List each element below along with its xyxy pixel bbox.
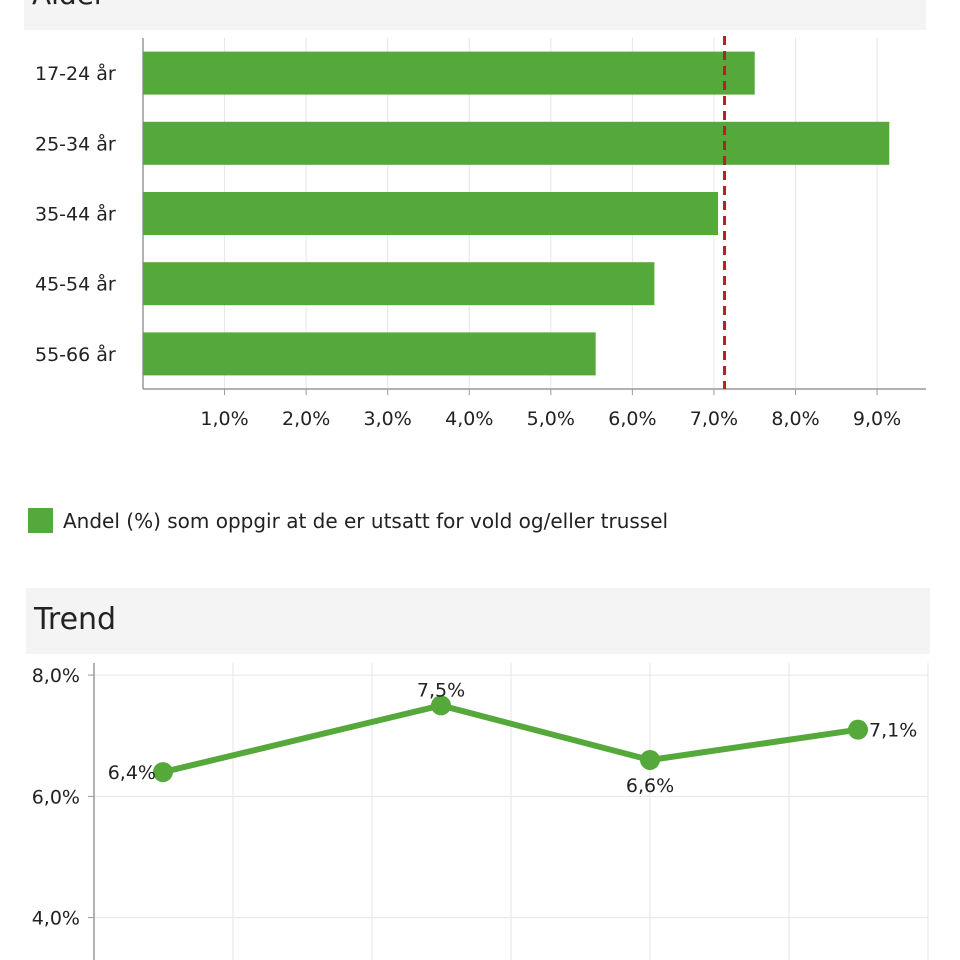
bar-chart: 1,0% 2,0% 3,0% 4,0% 5,0% 6,0% 7,0% 8,0% 9,0% 17-2… (35, 36, 926, 430)
bar (143, 51, 755, 95)
trend-line (162, 702, 859, 776)
category-label: 25-34 år (35, 132, 116, 155)
x-tick-label: 2,0% (282, 408, 330, 430)
x-tick-label: 1,0% (200, 408, 248, 430)
data-point (153, 762, 173, 783)
x-tick-label: 4,0% (445, 408, 493, 430)
x-tick-label: 9,0% (853, 408, 901, 430)
data-label: 7,1% (869, 720, 917, 742)
x-tick-label: 5,0% (527, 408, 575, 430)
data-label: 6,6% (626, 775, 674, 797)
bar-panel-title: Alder (32, 0, 105, 11)
bar (143, 262, 655, 306)
category-label: 35-44 år (35, 203, 116, 226)
x-tick-label: 8,0% (771, 408, 819, 430)
bar-panel-header: Alder (24, 0, 926, 30)
data-point (431, 695, 451, 716)
bar (143, 121, 890, 165)
bar-legend: Andel (%) som oppgir at de er utsatt for… (28, 508, 668, 533)
x-tick-label: 6,0% (608, 408, 656, 430)
bar (143, 192, 719, 235)
trend-panel-header: Trend (26, 588, 930, 654)
data-point (848, 719, 868, 740)
y-tick-label: 6,0% (32, 786, 80, 808)
bar (143, 332, 596, 376)
x-tick-label: 7,0% (690, 408, 738, 430)
data-point (640, 749, 660, 770)
y-tick-label: 4,0% (32, 908, 80, 930)
legend-swatch (28, 508, 53, 533)
category-label: 45-54 år (35, 273, 116, 296)
x-tick-label: 3,0% (364, 408, 412, 430)
category-label: 17-24 år (35, 62, 116, 85)
category-label: 55-66 år (35, 343, 116, 366)
data-label: 7,5% (417, 679, 465, 701)
y-tick-label: 8,0% (32, 665, 80, 687)
trend-panel-title: Trend (34, 602, 117, 637)
data-label: 6,4% (108, 762, 156, 784)
legend-label: Andel (%) som oppgir at de er utsatt for… (63, 508, 669, 533)
